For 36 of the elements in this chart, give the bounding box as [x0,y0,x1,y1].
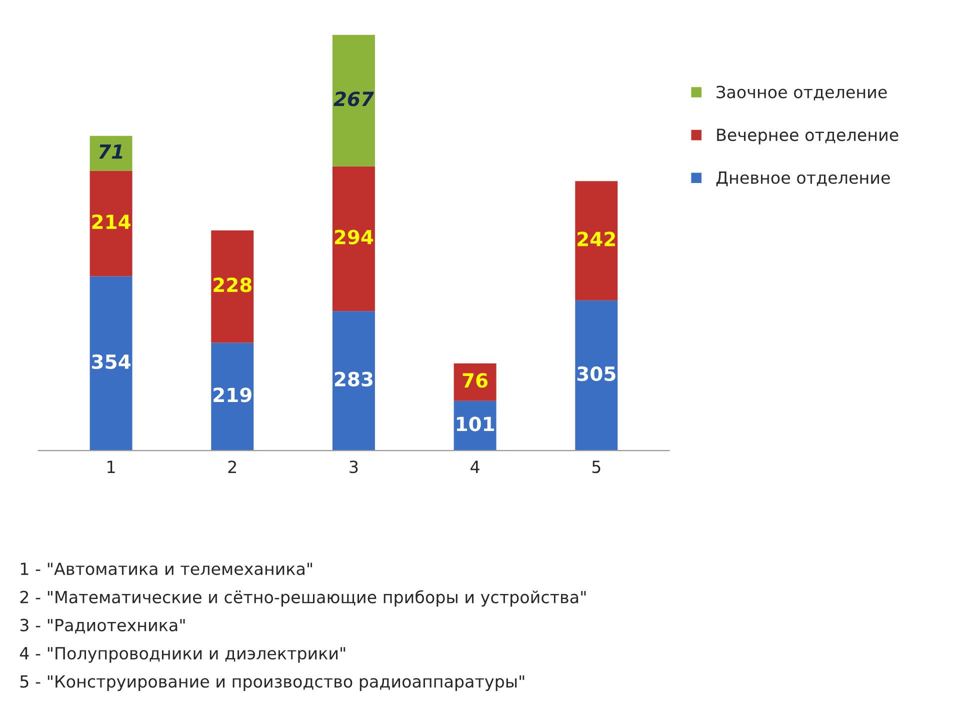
x-tick-label: 1 [108,460,115,473]
x-tick-label: 2 [228,460,236,473]
data-label: 228 [214,277,252,292]
bar [454,363,496,401]
data-label: 267 [334,92,374,106]
text: 3 - "Радиотехника" [20,618,185,634]
data-label: 71 [99,144,122,159]
bar [90,136,132,171]
x-tick-label: 5 [592,460,600,474]
bar [90,276,132,451]
data-label: 214 [92,214,130,229]
data-label: 305 [577,366,616,382]
data-label: 219 [214,388,252,402]
bar [332,34,375,166]
text: 2 - "Математические и сётно-решающие приборы и устройства" [20,590,586,607]
legend-label: Дневное отделение [716,172,890,186]
data-label: 242 [578,232,615,246]
data-label: 76 [462,373,488,388]
data-label: 283 [334,372,372,387]
bar [211,230,254,343]
data-label: 294 [334,230,374,244]
bar [332,311,375,451]
bar [211,342,254,451]
bar [575,300,618,451]
bar [90,170,132,276]
data-label: 354 [92,354,130,370]
legend-label: Заочное отделение [716,86,887,100]
legend-label: Вечернее отделение [717,128,898,144]
bar [332,166,375,312]
data-label: 101 [456,416,494,432]
text: 4 - "Полупроводники и диэлектрики" [20,647,346,663]
x-tick-label: 3 [350,460,358,474]
text: 1 - "Автоматика и телемеханика" [20,562,312,576]
text: 5 - "Конструирование и производство радиоаппаратуры" [20,675,524,691]
x-tick-label: 4 [470,460,480,473]
bar [575,181,618,300]
